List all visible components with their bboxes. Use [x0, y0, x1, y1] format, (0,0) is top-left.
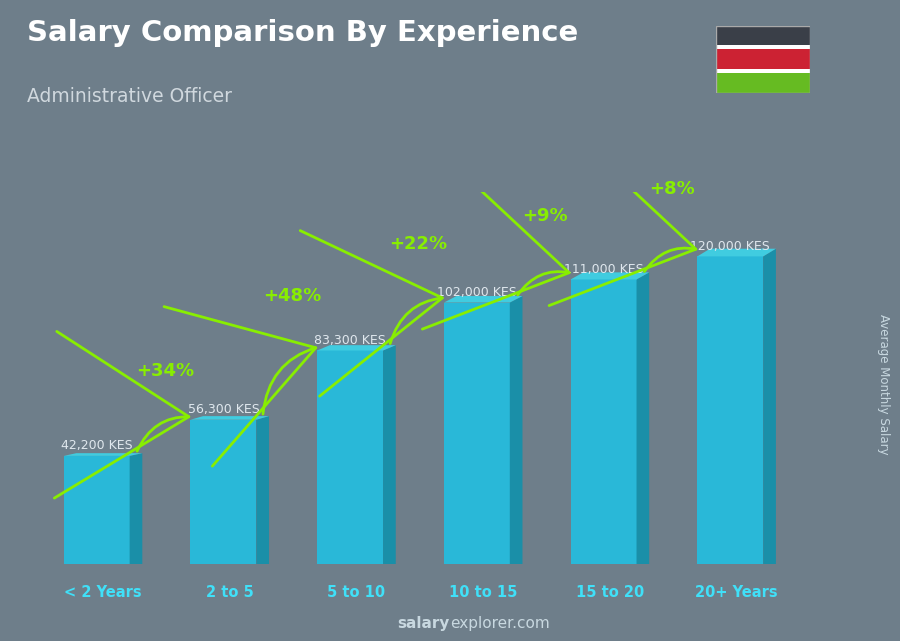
Text: +22%: +22%	[390, 235, 447, 253]
Text: Salary Comparison By Experience: Salary Comparison By Experience	[27, 19, 578, 47]
Text: +8%: +8%	[649, 180, 695, 198]
Bar	[191, 420, 256, 564]
Text: 111,000 KES: 111,000 KES	[563, 263, 644, 276]
FancyArrowPatch shape	[54, 331, 189, 498]
Text: 20+ Years: 20+ Years	[696, 585, 778, 599]
Bar	[716, 73, 810, 93]
Polygon shape	[444, 296, 523, 303]
Text: explorer.com: explorer.com	[450, 617, 550, 631]
Bar	[698, 256, 763, 564]
Polygon shape	[763, 249, 776, 564]
Bar	[64, 456, 130, 564]
Text: 15 to 20: 15 to 20	[576, 585, 644, 599]
Bar	[716, 49, 810, 69]
FancyArrowPatch shape	[549, 142, 696, 306]
Text: 120,000 KES: 120,000 KES	[690, 240, 770, 253]
FancyArrowPatch shape	[422, 165, 569, 329]
Text: +9%: +9%	[523, 208, 568, 226]
Bar	[317, 351, 383, 564]
Bar	[444, 303, 509, 564]
Text: 102,000 KES: 102,000 KES	[437, 286, 517, 299]
Polygon shape	[130, 453, 142, 564]
Text: < 2 Years: < 2 Years	[64, 585, 142, 599]
Text: +34%: +34%	[136, 362, 194, 379]
Text: 10 to 15: 10 to 15	[449, 585, 518, 599]
FancyArrowPatch shape	[164, 306, 316, 466]
Text: 5 to 10: 5 to 10	[328, 585, 385, 599]
Polygon shape	[191, 416, 269, 420]
Bar	[716, 69, 810, 73]
Polygon shape	[698, 249, 776, 256]
Bar	[571, 279, 636, 564]
Polygon shape	[317, 345, 396, 351]
Polygon shape	[256, 416, 269, 564]
Text: 2 to 5: 2 to 5	[206, 585, 254, 599]
FancyArrowPatch shape	[301, 231, 442, 396]
Polygon shape	[509, 296, 523, 564]
Text: 83,300 KES: 83,300 KES	[314, 334, 386, 347]
Polygon shape	[64, 453, 142, 456]
Text: Administrative Officer: Administrative Officer	[27, 87, 232, 106]
Polygon shape	[571, 272, 649, 279]
Polygon shape	[636, 272, 649, 564]
Text: salary: salary	[398, 617, 450, 631]
Text: 56,300 KES: 56,300 KES	[187, 403, 259, 416]
Polygon shape	[383, 345, 396, 564]
Bar	[716, 46, 810, 49]
Text: +48%: +48%	[263, 287, 321, 305]
Text: 42,200 KES: 42,200 KES	[61, 439, 132, 452]
Text: Average Monthly Salary: Average Monthly Salary	[878, 314, 890, 455]
Bar	[716, 26, 810, 46]
